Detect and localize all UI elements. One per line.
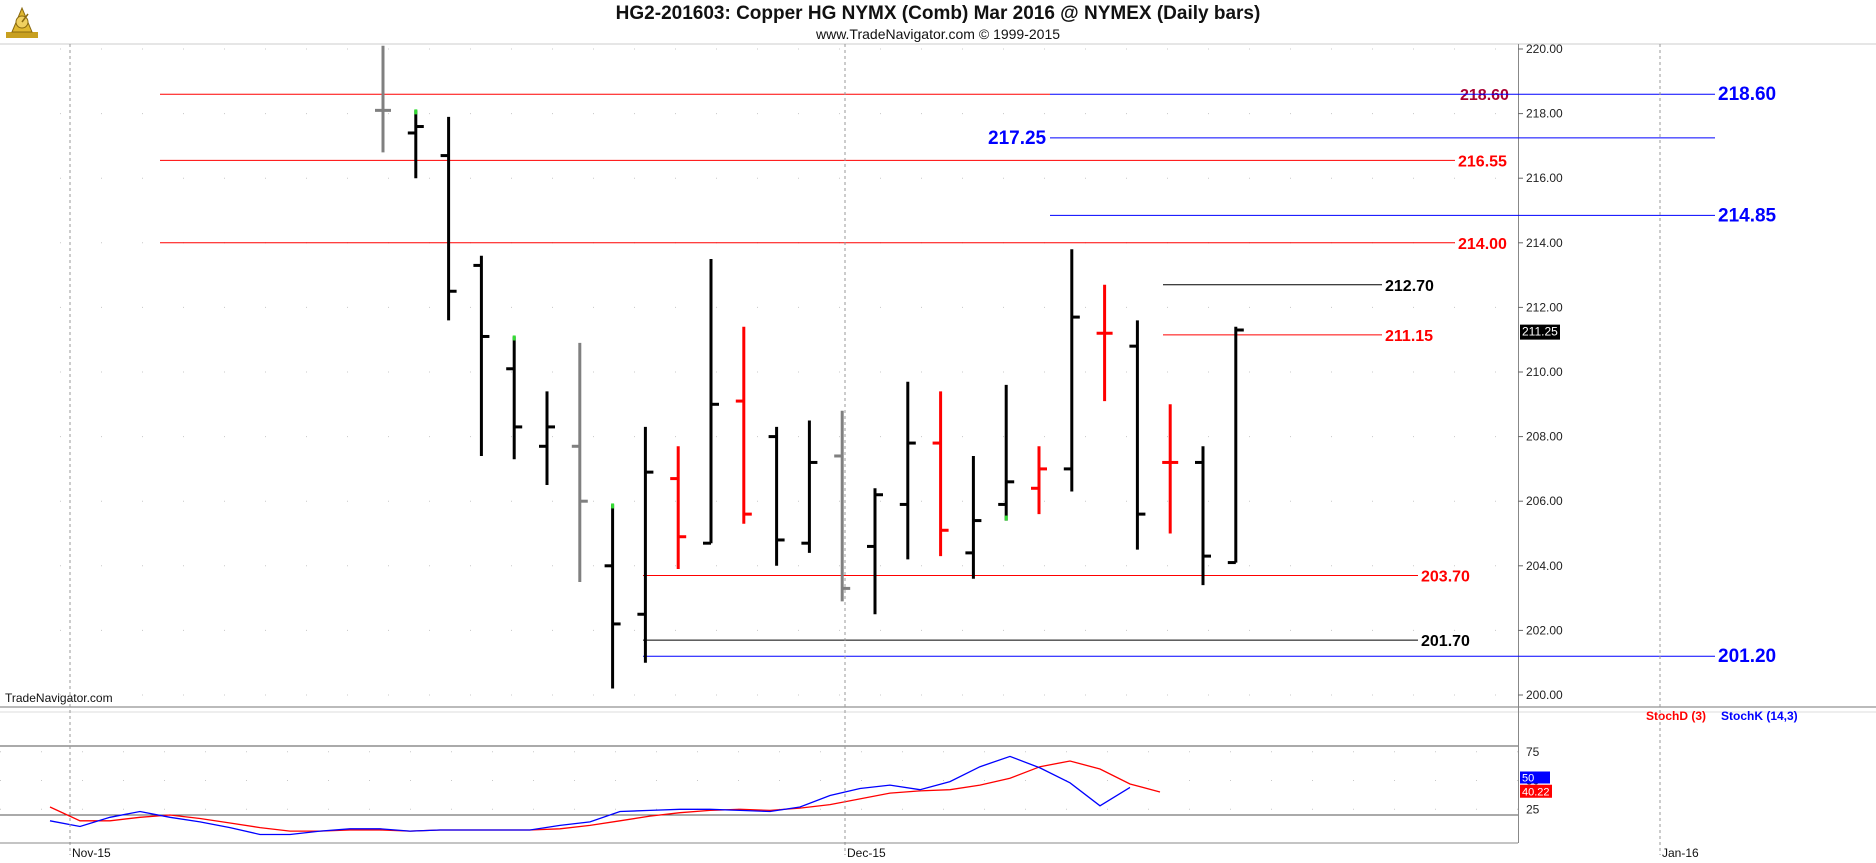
y-tick-label: 206.00 (1526, 494, 1563, 508)
stoch-y-tick-label: 25 (1526, 802, 1540, 816)
stoch-k-line (49, 755, 1131, 836)
chart-title: HG2-201603: Copper HG NYMX (Comb) Mar 20… (615, 3, 1261, 24)
y-tick-label: 220.00 (1526, 42, 1563, 56)
watermark: TradeNavigator.com (5, 691, 113, 705)
last-price-label: 211.25 (1522, 325, 1558, 339)
y-tick-label: 200.00 (1526, 688, 1563, 702)
x-axis: Nov-15 Dec-15 Jan-16 (0, 44, 1699, 860)
new-high-marker (512, 335, 516, 341)
stoch-d-readout: 40.22 (1522, 787, 1550, 799)
x-tick-label: Dec-15 (847, 846, 886, 860)
level-label-201-70: 201.70 (1421, 633, 1470, 650)
level-label-216-55: 216.55 (1458, 153, 1507, 170)
last-price-tag (1520, 324, 1560, 340)
stoch-k-readout: 50 (1522, 773, 1534, 785)
stoch-panel-bg (0, 723, 1518, 843)
level-label-212-70: 212.70 (1385, 278, 1434, 295)
stoch-k-tag (1520, 771, 1550, 784)
legend-stoch-k: StochK (14,3) (1721, 709, 1798, 723)
chart-subtitle: www.TradeNavigator.com © 1999-2015 (815, 26, 1061, 42)
stoch-y-tick-label: 75 (1526, 745, 1540, 759)
x-tick-label: Nov-15 (72, 846, 111, 860)
level-label-218-60: 218.60 (1460, 87, 1509, 104)
stoch-d-line (49, 760, 1161, 832)
y-tick-label: 214.00 (1526, 236, 1563, 250)
x-tick-label: Jan-16 (1662, 846, 1699, 860)
title-bar: HG2-201603: Copper HG NYMX (Comb) Mar 20… (0, 0, 1876, 44)
level-label-214-00: 214.00 (1458, 236, 1507, 253)
y-tick-label: 204.00 (1526, 559, 1563, 573)
level-label-201-20: 201.20 (1718, 646, 1776, 667)
y-tick-label: 212.00 (1526, 300, 1563, 314)
legend-stoch-d: StochD (3) (1646, 709, 1706, 723)
level-label-203-70: 203.70 (1421, 568, 1470, 585)
price-panel-bg (0, 44, 1876, 705)
y-tick-label: 208.00 (1526, 430, 1563, 444)
y-tick-label: 216.00 (1526, 171, 1563, 185)
level-label-211-15: 211.15 (1385, 328, 1433, 345)
y-tick-label: 210.00 (1526, 365, 1563, 379)
new-low-marker (1004, 515, 1008, 521)
y-tick-label: 202.00 (1526, 623, 1563, 637)
tradenavigator-logo-icon[interactable] (2, 2, 42, 42)
level-label-214-85: 214.85 (1718, 205, 1777, 226)
price-panel[interactable]: 220.00 218.00 216.00 214.00 212.00 210.00 208.… (0, 42, 1876, 843)
new-high-marker (414, 109, 418, 115)
y-tick-label: 218.00 (1526, 107, 1563, 121)
stoch-d-tag (1520, 784, 1552, 798)
level-label-217-25: 217.25 (988, 128, 1047, 149)
new-high-marker (611, 503, 615, 509)
level-label-218-60: 218.60 (1718, 84, 1776, 105)
